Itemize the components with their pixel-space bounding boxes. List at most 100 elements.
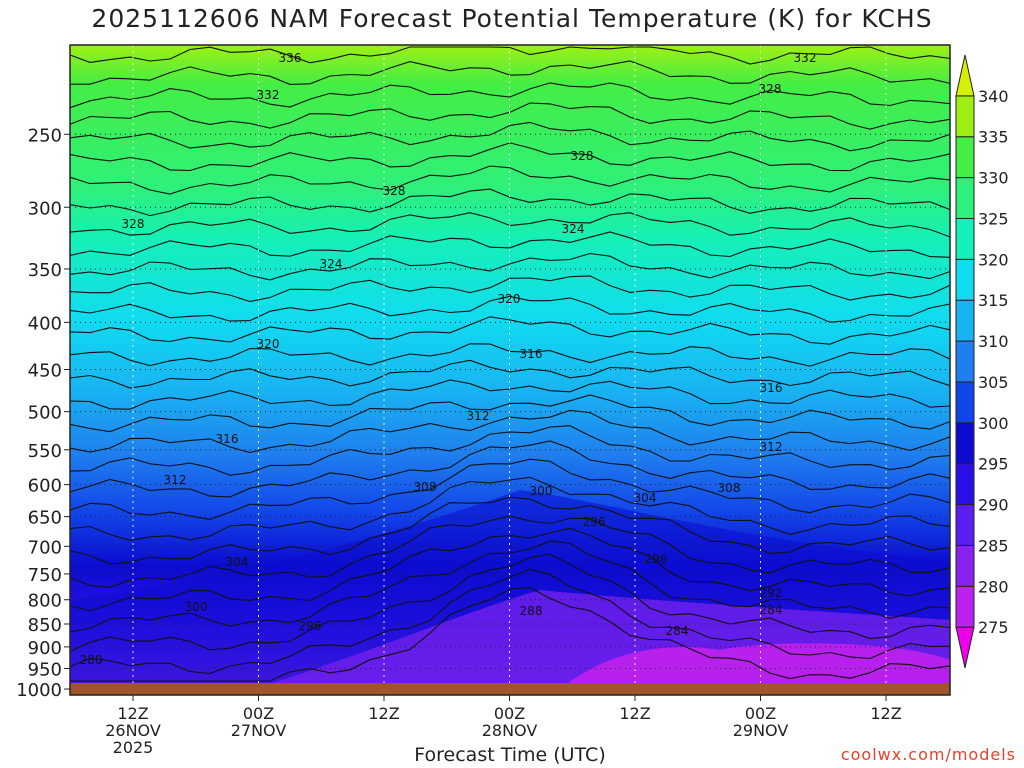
surface-coldest-shading [560, 643, 950, 695]
contour-label: 304 [634, 491, 657, 505]
y-tick-label: 250 [28, 125, 62, 146]
x-tick-label: 12Z [368, 704, 399, 723]
colorbar-segment [955, 258, 975, 301]
contour-line [69, 553, 951, 653]
contour-label: 308 [718, 481, 741, 495]
contour-line [69, 275, 951, 303]
contour-label: 328 [759, 82, 782, 96]
contour-label: 316 [216, 432, 239, 446]
y-tick-label: 950 [28, 660, 62, 681]
colorbar-segment [955, 340, 975, 383]
contour-label: 312 [467, 409, 490, 423]
contour-line [69, 496, 951, 565]
contour-label: 312 [760, 440, 783, 454]
credit-text[interactable]: coolwx.com/models [840, 745, 1016, 764]
contour-label: 328 [571, 149, 594, 163]
y-tick-label: 800 [28, 591, 62, 612]
colorbar-segment [955, 626, 975, 669]
colorbar-segment [955, 136, 975, 179]
plot-area [69, 44, 951, 696]
x-tick-label: 29NOV [733, 721, 789, 740]
y-tick-label: 650 [28, 508, 62, 529]
contour-label: 304 [226, 555, 249, 569]
contour-line [69, 295, 951, 323]
colorbar-label: 335 [978, 128, 1009, 147]
contour-label: 300 [185, 600, 208, 614]
contour-labels: 336 332 332 328 328 328 328 324 324 320 320 316 316 3… [80, 51, 817, 667]
contour-line [69, 425, 951, 476]
contour-line [69, 165, 951, 195]
y-tick-label: 500 [28, 403, 62, 424]
y-tick-label: 900 [28, 638, 62, 659]
contour-line [69, 231, 951, 258]
colorbar-segment [955, 463, 975, 506]
x-tick-label: 2025 [113, 738, 154, 757]
y-tick-label: 550 [28, 441, 62, 462]
colorbar-label: 330 [978, 169, 1009, 188]
contour-label: 296 [645, 552, 668, 566]
x-tick-label: 12Z [619, 704, 650, 723]
contour-line [69, 359, 951, 389]
contour-label: 308 [414, 480, 437, 494]
contour-line [69, 82, 951, 109]
colorbar: 275 280 285 290 295 300 305 310 315 320 325 330 335 3… [955, 54, 1009, 669]
contour-line [69, 476, 951, 541]
colorbar-label: 320 [978, 250, 1009, 269]
contour-label: 296 [299, 619, 322, 633]
y-tick-label: 400 [28, 313, 62, 334]
x-tick-label: 12Z [117, 704, 148, 723]
x-axis-label: Forecast Time (UTC) [414, 744, 606, 766]
contour-label: 320 [498, 292, 521, 306]
x-tick-label: 27NOV [231, 721, 287, 740]
colorbar-label: 290 [978, 496, 1009, 515]
colorbar-label: 310 [978, 332, 1009, 351]
contour-line [69, 540, 951, 633]
contour-label: 284 [666, 624, 689, 638]
y-tick-label: 350 [28, 260, 62, 281]
y-tick-label: 750 [28, 565, 62, 586]
contour-line [69, 252, 951, 281]
colorbar-segment [955, 422, 975, 465]
colorbar-segment [955, 217, 975, 260]
chart-title: 2025112606 NAM Forecast Potential Temper… [91, 4, 933, 33]
contour-label: 316 [760, 381, 783, 395]
contour-label: 320 [257, 337, 280, 351]
contour-label: 332 [794, 51, 817, 65]
colorbar-label: 280 [978, 577, 1009, 596]
colorbar-segment [955, 54, 975, 97]
surface-band [70, 683, 950, 695]
colorbar-segment [955, 299, 975, 342]
y-tick-label: 600 [28, 476, 62, 497]
colorbar-label: 315 [978, 291, 1009, 310]
contour-line [69, 316, 951, 345]
contour-label: 280 [80, 653, 103, 667]
colorbar-segment [955, 544, 975, 587]
contour-line [69, 458, 951, 520]
contour-label: 292 [760, 586, 783, 600]
y-tick-label: 700 [28, 537, 62, 558]
y-tick-label: 450 [28, 361, 62, 382]
colorbar-segment [955, 95, 975, 138]
colorbar-label: 295 [978, 455, 1009, 474]
contour-line [69, 568, 951, 675]
colorbar-segment [955, 504, 975, 546]
y-axis: 2503003504004505005506006507007508008509… [16, 125, 70, 701]
colorbar-label: 325 [978, 209, 1009, 228]
grid-lines [70, 45, 950, 695]
colorbar-label: 305 [978, 373, 1009, 392]
x-tick-label: 28NOV [482, 721, 538, 740]
contour-label: 332 [257, 88, 280, 102]
contour-label: 300 [530, 484, 553, 498]
contour-label: 328 [122, 217, 145, 231]
colorbar-segment [955, 381, 975, 424]
y-tick-label: 1000 [16, 680, 62, 701]
x-tick-label: 00Z [494, 704, 525, 723]
contour-line [69, 515, 951, 588]
x-tick-label: 12Z [870, 704, 901, 723]
contour-line [69, 394, 951, 433]
contour-line [69, 527, 951, 612]
contour-label: 328 [383, 184, 406, 198]
contour-line [69, 188, 951, 217]
